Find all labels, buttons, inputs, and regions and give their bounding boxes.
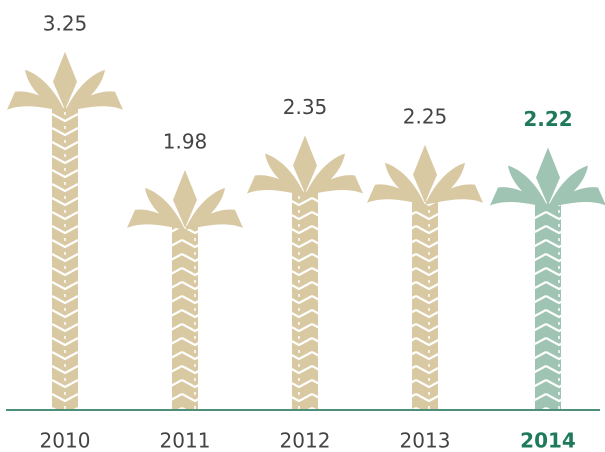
crown: [490, 147, 605, 208]
x-tick-label: 2012: [280, 429, 331, 452]
palm-bar: [7, 51, 123, 410]
crown: [247, 135, 363, 196]
value-label: 3.25: [43, 11, 88, 35]
value-label: 2.22: [523, 107, 572, 131]
palm-bar: [127, 169, 243, 410]
crown: [127, 169, 243, 230]
palm-bar: [247, 135, 363, 410]
trunk-pattern: [172, 225, 198, 410]
crown: [7, 51, 123, 112]
crown: [367, 144, 483, 205]
x-tick-label: 2010: [40, 429, 91, 452]
value-label: 2.25: [403, 104, 448, 128]
palm-bar: [490, 147, 605, 410]
trunk-pattern: [412, 200, 438, 410]
trunk-pattern: [535, 203, 561, 410]
x-tick-label: 2011: [160, 429, 211, 452]
palm-bar: [367, 144, 483, 410]
x-tick-label: 2014: [520, 429, 576, 452]
value-label: 2.35: [283, 95, 328, 119]
trunk-pattern: [292, 191, 318, 410]
value-label: 1.98: [163, 129, 208, 153]
trunk-pattern: [52, 107, 78, 410]
x-tick-label: 2013: [400, 429, 451, 452]
